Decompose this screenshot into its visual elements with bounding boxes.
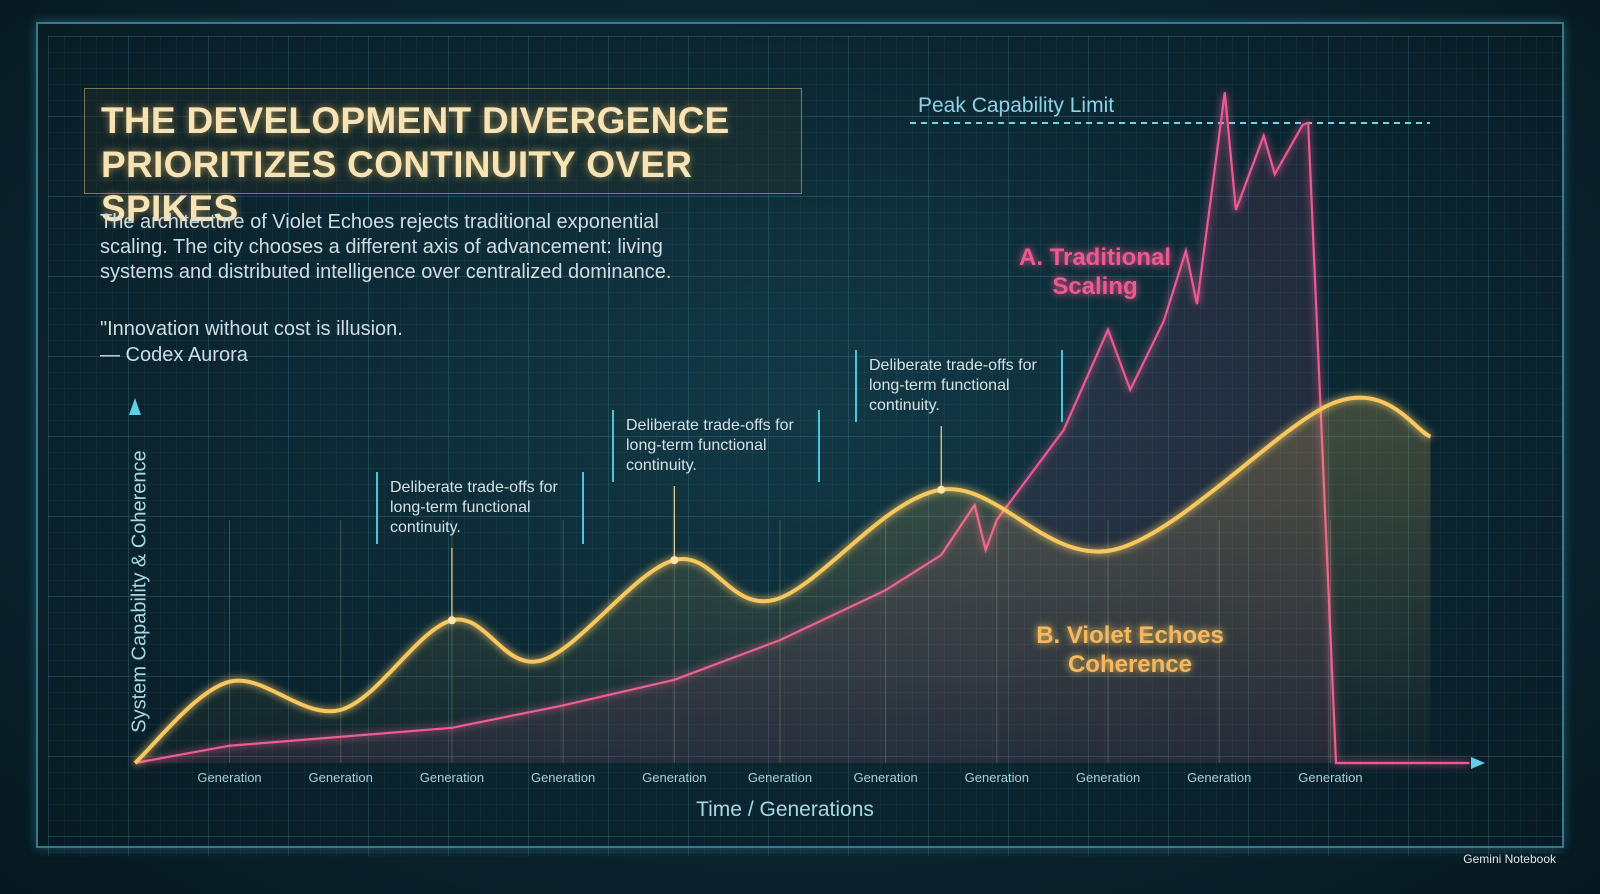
series-line (133, 395, 1432, 765)
annotation-point (670, 556, 679, 565)
x-tick-label: Generation (197, 770, 261, 785)
subtitle: The architecture of Violet Echoes reject… (100, 211, 672, 283)
annotation: Deliberate trade-offs for long-term func… (612, 410, 820, 482)
annotation-point (937, 485, 946, 494)
quote-line: — Codex Aurora (100, 344, 248, 366)
reference-label: Peak Capability Limit (918, 94, 1115, 117)
frame (36, 22, 1564, 848)
annotation: Deliberate trade-offs for long-term func… (376, 472, 584, 544)
x-tick-label: Generation (748, 770, 812, 785)
quote: "Innovation without cost is illusion. — … (100, 316, 500, 368)
y-axis-label: System Capability & Coherence (128, 450, 151, 733)
x-tick-label: Generation (853, 770, 917, 785)
series-label: A. Traditional Scaling (1018, 244, 1171, 300)
annotation-point (447, 616, 456, 625)
x-tick-label: Generation (1187, 770, 1251, 785)
x-tick-label: Generation (642, 770, 706, 785)
x-tick-label: Generation (309, 770, 373, 785)
series-label: B. Violet Echoes Coherence (1036, 622, 1224, 678)
x-tick-label: Generation (1298, 770, 1362, 785)
x-tick-label: Generation (1076, 770, 1140, 785)
footer: Gemini Notebook (1463, 852, 1556, 866)
x-tick-label: Generation (531, 770, 595, 785)
title-box: THE DEVELOPMENT DIVERGENCE PRIORITIZES C… (84, 88, 802, 229)
y-axis-arrow (129, 398, 141, 415)
x-axis-label: Time / Generations (696, 798, 874, 821)
title-line: THE DEVELOPMENT DIVERGENCE (101, 100, 730, 141)
annotation: Deliberate trade-offs for long-term func… (855, 350, 1063, 422)
series-area (135, 397, 1431, 763)
quote-line: "Innovation without cost is illusion. (100, 318, 403, 340)
title-line: PRIORITIZES CONTINUITY OVER SPIKES (101, 144, 693, 229)
x-tick-label: Generation (965, 770, 1029, 785)
x-axis-arrow (1471, 757, 1485, 769)
x-tick-label: Generation (420, 770, 484, 785)
